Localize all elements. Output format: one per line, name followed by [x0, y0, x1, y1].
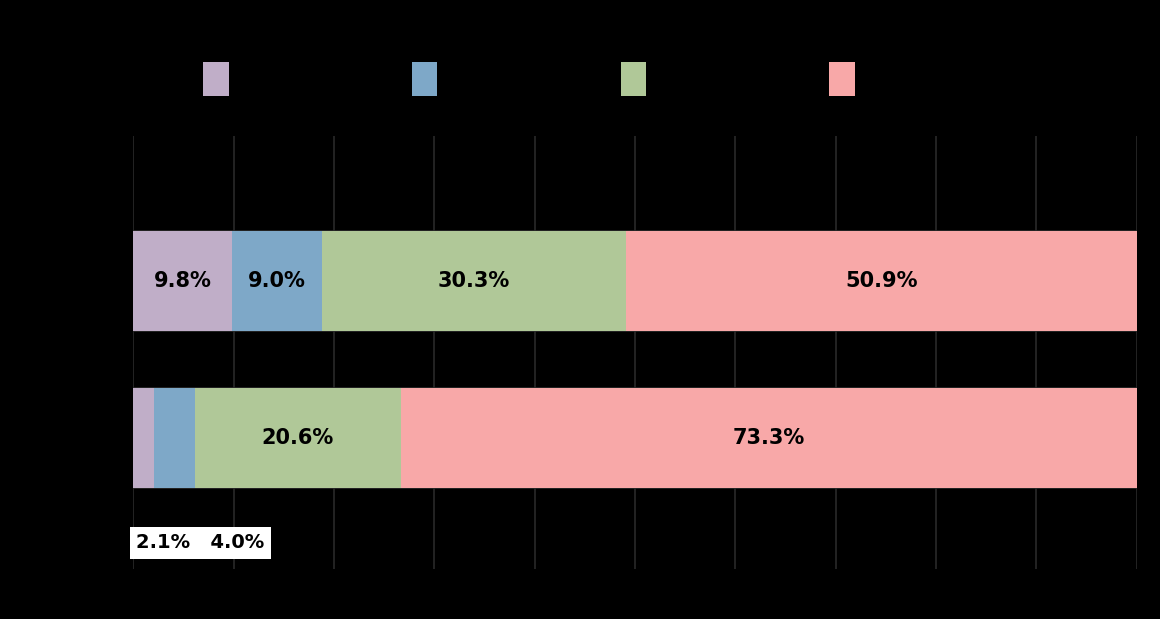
Text: 9.0%: 9.0%: [248, 271, 306, 290]
Bar: [133, 388, 154, 488]
Text: 73.3%: 73.3%: [733, 428, 805, 448]
Bar: [401, 388, 1137, 488]
Bar: [195, 388, 401, 488]
Text: 30.3%: 30.3%: [438, 271, 510, 290]
Text: 2.1%   4.0%: 2.1% 4.0%: [137, 534, 264, 553]
Text: 50.9%: 50.9%: [846, 271, 918, 290]
Bar: [232, 231, 322, 331]
Bar: [322, 231, 626, 331]
Text: 20.6%: 20.6%: [262, 428, 334, 448]
Bar: [626, 231, 1137, 331]
Text: 9.8%: 9.8%: [153, 271, 211, 290]
Bar: [133, 231, 232, 331]
Bar: [154, 388, 195, 488]
